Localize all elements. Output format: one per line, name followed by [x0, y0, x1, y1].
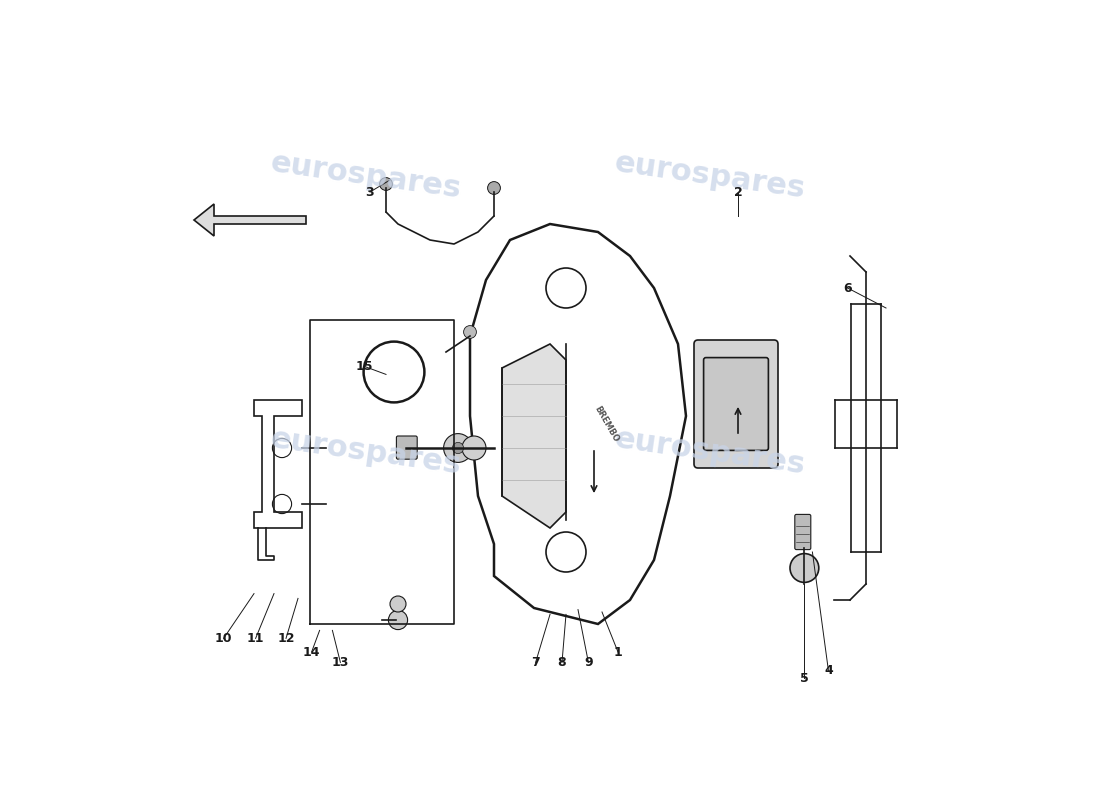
Text: 12: 12: [277, 632, 295, 645]
Polygon shape: [502, 344, 566, 528]
Text: BREMBO: BREMBO: [592, 404, 620, 444]
Text: 9: 9: [584, 656, 593, 669]
Polygon shape: [194, 204, 306, 236]
Text: 6: 6: [844, 282, 851, 294]
FancyBboxPatch shape: [396, 436, 417, 459]
Text: 15: 15: [355, 360, 373, 373]
Circle shape: [379, 178, 393, 190]
FancyBboxPatch shape: [704, 358, 769, 450]
Circle shape: [463, 326, 476, 338]
Circle shape: [487, 182, 500, 194]
Text: 3: 3: [365, 186, 374, 198]
Circle shape: [790, 554, 818, 582]
Text: 14: 14: [302, 646, 320, 658]
Circle shape: [443, 434, 472, 462]
Circle shape: [462, 436, 486, 460]
Text: 1: 1: [614, 646, 623, 658]
Text: 5: 5: [800, 672, 808, 685]
Text: 11: 11: [246, 632, 264, 645]
Text: eurospares: eurospares: [613, 424, 807, 480]
FancyBboxPatch shape: [694, 340, 778, 468]
Circle shape: [388, 610, 408, 630]
Circle shape: [452, 442, 463, 454]
Text: 7: 7: [531, 656, 540, 669]
Text: 13: 13: [332, 656, 349, 669]
Text: 10: 10: [214, 632, 232, 645]
Text: 4: 4: [824, 664, 833, 677]
FancyBboxPatch shape: [795, 514, 811, 550]
Text: 8: 8: [558, 656, 566, 669]
Text: eurospares: eurospares: [613, 148, 807, 204]
Circle shape: [390, 596, 406, 612]
Text: 2: 2: [734, 186, 742, 198]
Text: eurospares: eurospares: [268, 148, 463, 204]
Text: eurospares: eurospares: [268, 424, 463, 480]
